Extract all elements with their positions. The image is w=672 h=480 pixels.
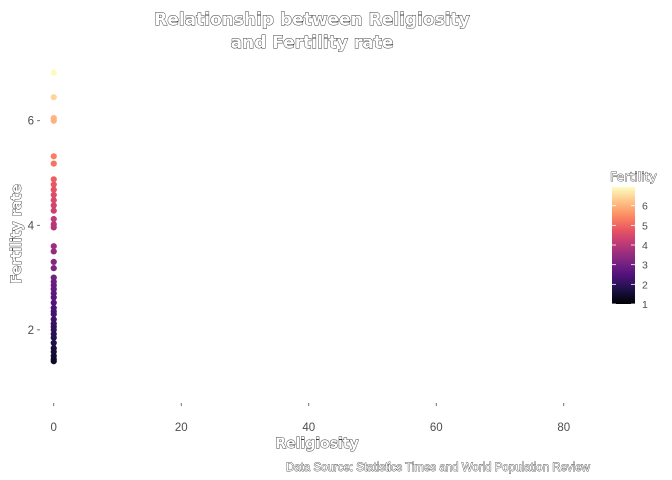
- legend-tick-label: 2: [642, 279, 648, 291]
- data-point: [50, 311, 57, 318]
- chart-title-line-2: and Fertility rate: [231, 33, 394, 53]
- x-tick-label: 20: [175, 422, 188, 434]
- data-point: [50, 294, 57, 301]
- data-point: [50, 197, 57, 204]
- data-point: [50, 299, 57, 306]
- data-point: [50, 117, 57, 124]
- legend-tick-label: 1: [642, 299, 648, 311]
- legend-title: Fertility: [610, 169, 658, 184]
- y-tick-label: 6: [28, 116, 34, 128]
- x-axis-title: Religiosity: [275, 436, 358, 452]
- legend-tick-label: 3: [642, 260, 648, 272]
- data-point: [50, 191, 57, 199]
- y-axis-title: Fertility rate: [9, 184, 25, 284]
- legend-ticks: 1 2 3 4 5 6: [612, 201, 648, 311]
- legend-color-bar: [612, 187, 635, 304]
- data-point: [50, 94, 57, 101]
- data-point: [50, 186, 57, 193]
- data-source-caption: Data Source: Statistics Times and World …: [286, 462, 591, 474]
- data-point: [50, 207, 57, 214]
- x-tick-label: 0: [51, 422, 57, 434]
- legend-tick-label: 6: [642, 201, 648, 213]
- data-point: [50, 160, 57, 167]
- y-axis: 2 4 6: [28, 116, 40, 337]
- data-point: [50, 334, 57, 341]
- data-point: [50, 258, 57, 265]
- data-point: [50, 202, 57, 209]
- data-point: [50, 339, 57, 347]
- data-point: [50, 265, 57, 272]
- x-tick-label: 60: [430, 422, 443, 434]
- data-point: [50, 215, 57, 223]
- legend-tick-label: 5: [642, 220, 648, 232]
- x-tick-label: 40: [302, 422, 315, 434]
- x-tick-label: 80: [557, 422, 570, 434]
- data-points: [50, 69, 57, 365]
- chart-title-line-1: Relationship between Religiosity: [154, 10, 470, 30]
- color-legend: Fertility 1 2 3 4 5 6: [610, 169, 658, 311]
- data-point: [50, 243, 57, 250]
- data-point: [50, 153, 57, 160]
- data-point: [50, 69, 57, 76]
- y-tick-label: 2: [28, 325, 34, 337]
- data-point: [50, 358, 57, 365]
- legend-tick-label: 4: [642, 240, 648, 252]
- data-point: [50, 224, 57, 231]
- data-point: [50, 176, 57, 183]
- y-tick-label: 4: [28, 220, 35, 232]
- data-point: [50, 181, 57, 188]
- x-axis: 0 20 40 60 80: [51, 403, 570, 434]
- data-point: [50, 248, 57, 255]
